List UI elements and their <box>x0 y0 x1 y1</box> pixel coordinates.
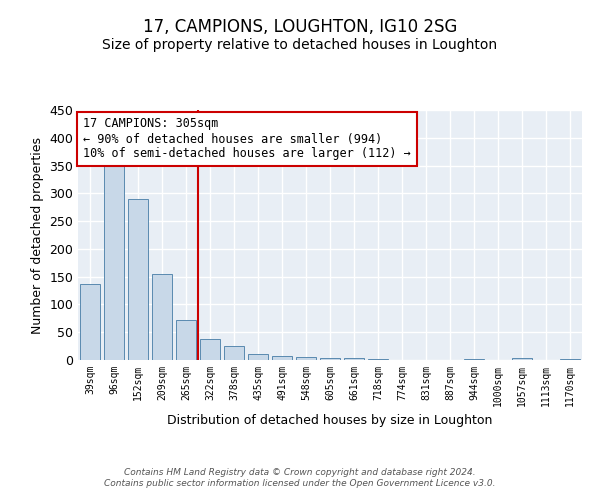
Text: Contains HM Land Registry data © Crown copyright and database right 2024.
Contai: Contains HM Land Registry data © Crown c… <box>104 468 496 487</box>
X-axis label: Distribution of detached houses by size in Loughton: Distribution of detached houses by size … <box>167 414 493 428</box>
Bar <box>272 356 292 360</box>
Bar <box>200 340 220 360</box>
Bar <box>152 274 172 360</box>
Bar <box>224 346 244 360</box>
Bar <box>296 357 316 360</box>
Bar <box>248 354 268 360</box>
Bar <box>128 200 148 360</box>
Bar <box>368 359 388 360</box>
Text: 17 CAMPIONS: 305sqm
← 90% of detached houses are smaller (994)
10% of semi-detac: 17 CAMPIONS: 305sqm ← 90% of detached ho… <box>83 118 411 160</box>
Bar <box>560 359 580 360</box>
Text: 17, CAMPIONS, LOUGHTON, IG10 2SG: 17, CAMPIONS, LOUGHTON, IG10 2SG <box>143 18 457 36</box>
Bar <box>320 358 340 360</box>
Bar <box>464 359 484 360</box>
Bar <box>176 320 196 360</box>
Bar <box>344 358 364 360</box>
Bar <box>80 284 100 360</box>
Y-axis label: Number of detached properties: Number of detached properties <box>31 136 44 334</box>
Text: Size of property relative to detached houses in Loughton: Size of property relative to detached ho… <box>103 38 497 52</box>
Bar <box>104 156 124 360</box>
Bar <box>512 358 532 360</box>
